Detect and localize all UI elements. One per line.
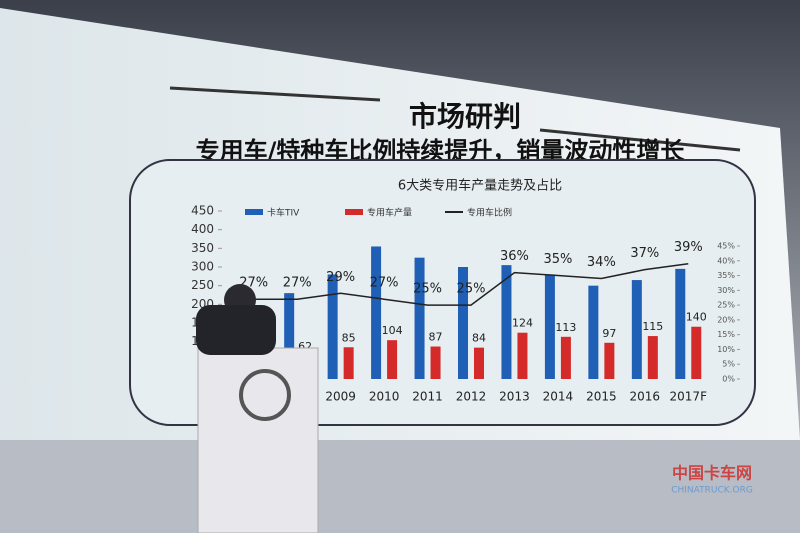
value-label: 27% — [370, 276, 399, 291]
value-label: 25% — [413, 282, 442, 297]
bar — [517, 332, 528, 379]
bar — [458, 267, 468, 379]
bar — [588, 285, 599, 379]
y2-tick-label: 5% — [722, 360, 735, 369]
watermark-name: 中国卡车网 — [672, 464, 752, 483]
x-tick-label: 2011 — [412, 390, 443, 404]
bar — [631, 280, 642, 379]
x-tick-label: 2012 — [456, 390, 487, 404]
chart-title: 6大类专用车产量走势及占比 — [398, 178, 562, 194]
value-label: 29% — [326, 270, 355, 285]
x-tick-label: 2017F — [670, 390, 708, 404]
value-label: 104 — [382, 324, 403, 337]
value-label: 84 — [472, 332, 486, 345]
bar — [414, 257, 425, 379]
y-tick-label: 350 — [191, 241, 214, 255]
y2-tick-label: 30% — [717, 286, 735, 295]
x-tick-label: 2015 — [586, 390, 617, 404]
x-tick-label: 2014 — [543, 390, 574, 404]
rule — [539, 128, 741, 152]
y2-tick-label: 15% — [717, 330, 735, 339]
value-label: 97 — [602, 327, 616, 340]
value-label: 140 — [686, 311, 707, 324]
x-tick-label: 2010 — [369, 390, 400, 404]
legend-label: 专用车比例 — [467, 207, 512, 219]
bar — [430, 346, 441, 379]
stage-floor — [0, 440, 800, 533]
value-label: 35% — [543, 252, 572, 267]
value-label: 25% — [457, 282, 486, 297]
value-label: 39% — [674, 240, 703, 255]
y2-tick-label: 10% — [717, 345, 735, 354]
value-label: 37% — [630, 246, 659, 261]
speaker-body — [196, 305, 276, 355]
slide-heading: 市场研判 — [409, 100, 521, 133]
bar — [604, 342, 615, 379]
y2-tick-label: 35% — [717, 271, 735, 280]
bar — [387, 340, 398, 379]
podium — [197, 347, 319, 533]
legend-label: 专用车产量 — [367, 207, 412, 219]
bar — [327, 274, 338, 379]
value-label: 124 — [512, 317, 533, 330]
y2-tick-label: 20% — [717, 315, 735, 324]
x-tick-label: 2016 — [630, 390, 661, 404]
bar — [501, 265, 512, 379]
x-tick-label: 2009 — [325, 390, 356, 404]
bar — [474, 347, 484, 379]
bar — [371, 246, 382, 379]
ratio-line — [253, 262, 689, 306]
y2-tick-label: 0% — [722, 375, 735, 384]
y-tick-label: 300 — [191, 260, 214, 274]
legend-swatch — [345, 209, 363, 215]
y-tick-label: 250 — [191, 278, 214, 292]
value-label: 27% — [283, 276, 312, 291]
y2-tick-label: 25% — [717, 301, 735, 310]
value-label: 113 — [555, 321, 576, 334]
x-tick-label: 2013 — [499, 390, 530, 404]
rule — [169, 86, 381, 102]
value-label: 85 — [342, 331, 356, 344]
podium-logo — [239, 369, 291, 421]
bar — [284, 293, 295, 379]
bar — [544, 274, 555, 379]
bar — [675, 268, 686, 379]
y-tick-label: 400 — [191, 222, 214, 236]
chart: 0501001502002503003504004500%5%10%15%20%… — [191, 204, 740, 404]
y2-tick-label: 45% — [717, 242, 735, 251]
value-label: 115 — [642, 320, 663, 333]
y-tick-label: 450 — [191, 204, 214, 218]
value-label: 34% — [587, 255, 616, 270]
legend-label: 卡车TIV — [267, 207, 300, 219]
bar — [647, 336, 658, 379]
value-label: 87 — [429, 331, 443, 344]
value-label: 36% — [500, 249, 529, 264]
bar — [560, 336, 571, 379]
bar — [691, 326, 702, 379]
legend-swatch — [245, 209, 263, 215]
y2-tick-label: 40% — [717, 256, 735, 265]
bar — [343, 347, 354, 379]
watermark-url: CHINATRUCK.ORG — [671, 486, 753, 496]
